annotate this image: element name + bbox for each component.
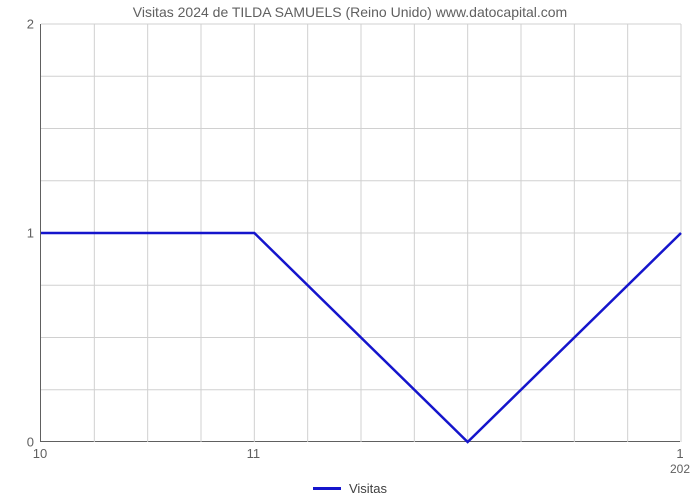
x-tick-sublabel: 202 bbox=[670, 462, 690, 476]
y-tick-label: 1 bbox=[0, 226, 34, 241]
chart-svg bbox=[41, 24, 681, 442]
x-tick-label: 11 bbox=[247, 446, 261, 461]
legend: Visitas bbox=[0, 481, 700, 496]
legend-swatch bbox=[313, 487, 341, 490]
x-tick-label: 1 bbox=[676, 446, 683, 461]
y-tick-label: 2 bbox=[0, 17, 34, 32]
y-tick-label: 0 bbox=[0, 435, 34, 450]
chart-title: Visitas 2024 de TILDA SAMUELS (Reino Uni… bbox=[0, 4, 700, 20]
legend-label: Visitas bbox=[349, 481, 387, 496]
chart-container: Visitas 2024 de TILDA SAMUELS (Reino Uni… bbox=[0, 0, 700, 500]
x-tick-label: 10 bbox=[33, 446, 47, 461]
plot-area bbox=[40, 24, 680, 442]
